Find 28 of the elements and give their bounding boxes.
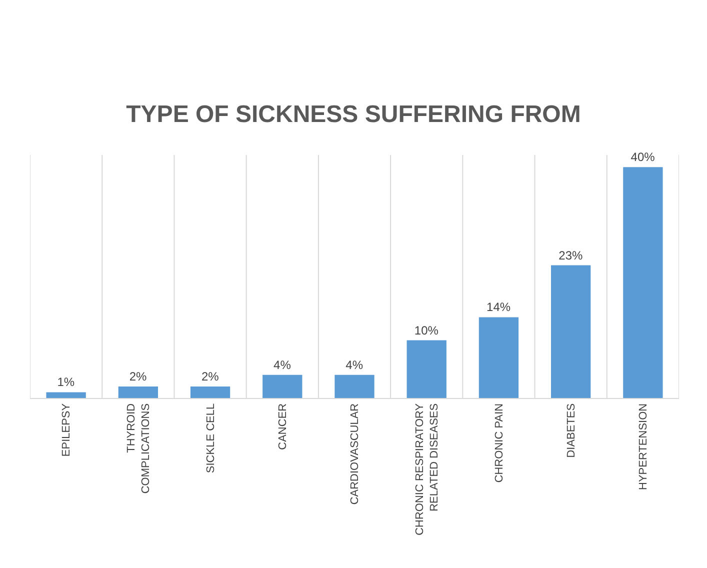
bar: [118, 386, 158, 398]
chart-title: TYPE OF SICKNESS SUFFERING FROM: [126, 101, 581, 128]
data-label: 23%: [558, 248, 584, 262]
data-label: 2%: [129, 369, 148, 384]
bar: [46, 392, 86, 398]
x-tick-label: HYPERTENSION: [638, 403, 650, 490]
bar: [551, 265, 591, 398]
x-tick-label: THYROID COMPLICATIONS: [126, 403, 152, 494]
x-tick-label: CHRONIC PAIN: [493, 403, 506, 483]
data-label: 1%: [57, 375, 75, 390]
bar: [478, 317, 519, 398]
bar: [262, 374, 302, 398]
bar: [190, 386, 230, 398]
data-label: 4%: [274, 358, 292, 372]
x-tick-label: DIABETES: [565, 403, 578, 458]
data-label: 10%: [414, 323, 439, 338]
x-tick-label: CARDIOVASCULAR: [349, 403, 362, 505]
data-label: 14%: [486, 300, 511, 314]
data-label: 4%: [346, 358, 364, 372]
bar: [334, 374, 374, 398]
bar: [406, 340, 446, 398]
data-label: 2%: [201, 369, 220, 384]
x-tick-label: EPILEPSY: [60, 402, 73, 457]
bar: [623, 167, 663, 398]
x-tick-label: CHRONIC RESPIRATORY RELATED DISEASES: [414, 402, 440, 536]
data-label: 40%: [630, 150, 656, 164]
x-tick-label: SICKLE CELL: [204, 403, 217, 474]
x-tick-label: CANCER: [276, 403, 289, 450]
